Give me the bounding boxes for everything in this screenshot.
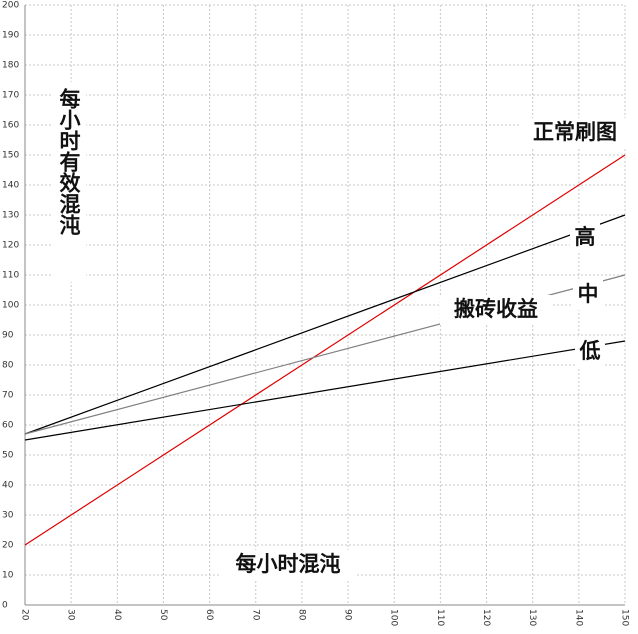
series-label: 正常刷图 <box>533 120 617 144</box>
series-line <box>24 154 626 546</box>
y-tick-label: 130 <box>2 211 19 221</box>
x-tick-label: 150 <box>620 609 630 626</box>
x-tick-label: 40 <box>112 609 122 621</box>
label-background <box>440 295 552 325</box>
y-tick-label: 80 <box>2 361 14 371</box>
y-tick-label: 140 <box>2 181 19 191</box>
x-tick-label: 70 <box>250 609 260 621</box>
y-tick-label: 0 <box>2 601 8 611</box>
y-tick-label: 20 <box>2 541 14 551</box>
label-background <box>52 82 86 282</box>
x-tick-label: 20 <box>20 609 30 621</box>
x-tick-label: 100 <box>389 609 399 626</box>
y-tick-label: 160 <box>2 121 19 131</box>
y-tick-label: 50 <box>2 451 14 461</box>
x-tick-label: 30 <box>66 609 76 621</box>
y-tick-label: 60 <box>2 421 14 431</box>
series-line <box>24 340 626 441</box>
y-tick-label: 30 <box>2 511 14 521</box>
series-line <box>24 214 626 435</box>
y-tick-label: 150 <box>2 151 19 161</box>
y-tick-label: 190 <box>2 31 19 41</box>
y-tick-label: 70 <box>2 391 14 401</box>
series-label: 中 <box>578 282 599 306</box>
label-background <box>573 280 603 310</box>
annotation: 搬砖收益 <box>454 297 538 321</box>
label-background <box>570 223 600 253</box>
y-tick-label: 180 <box>2 61 19 71</box>
y-tick-label: 40 <box>2 481 14 491</box>
series-label: 低 <box>579 339 601 363</box>
x-tick-label: 130 <box>527 609 537 626</box>
y-tick-label: 90 <box>2 331 14 341</box>
label-background <box>220 550 356 580</box>
label-background <box>520 118 630 148</box>
x-tick-label: 80 <box>296 609 306 621</box>
x-tick-label: 110 <box>435 609 445 626</box>
x-tick-label: 60 <box>204 609 214 621</box>
x-tick-label: 120 <box>481 609 491 626</box>
label-background <box>575 337 605 367</box>
y-tick-label: 110 <box>2 271 19 281</box>
y-tick-label: 200 <box>2 1 19 11</box>
x-tick-label: 50 <box>158 609 168 621</box>
y-tick-label: 120 <box>2 241 19 251</box>
y-tick-label: 170 <box>2 91 19 101</box>
series-label: 高 <box>575 225 596 249</box>
x-tick-label: 140 <box>573 609 583 626</box>
x-tick-label: 90 <box>343 609 353 621</box>
y-tick-label: 100 <box>2 301 19 311</box>
y-tick-label: 10 <box>2 571 14 581</box>
y-axis-label: 每小时有效混沌 <box>57 87 81 235</box>
x-axis-label: 每小时混沌 <box>236 552 341 576</box>
